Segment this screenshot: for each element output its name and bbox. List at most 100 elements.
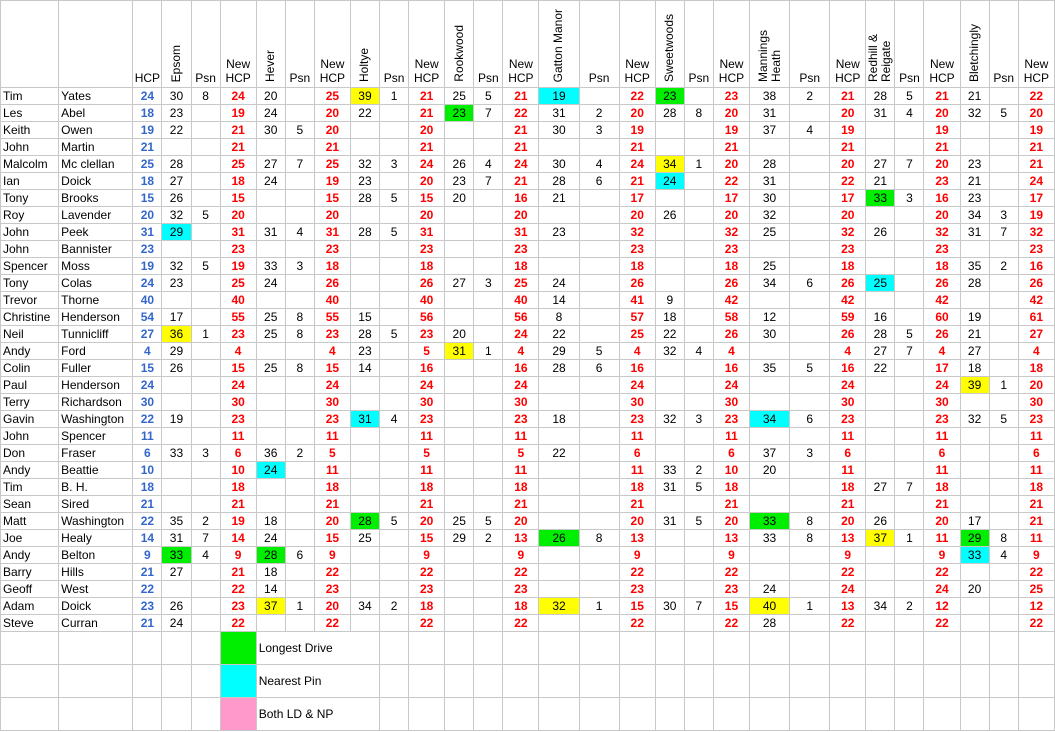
score-cell[interactable]: 32 [349,155,381,173]
position-cell[interactable] [988,87,1019,105]
empty-cell[interactable] [829,631,867,665]
new-hcp-cell[interactable]: 21 [618,495,656,513]
score-cell[interactable] [444,461,475,479]
position-cell[interactable]: 5 [683,512,714,530]
new-hcp-cell[interactable]: 18 [502,257,540,275]
new-hcp-cell[interactable]: 22 [313,614,351,632]
score-cell[interactable] [654,257,685,275]
score-cell[interactable] [161,240,192,258]
new-hcp-cell[interactable]: 17 [1017,189,1055,207]
score-cell[interactable]: 28 [654,104,685,122]
position-cell[interactable] [473,223,504,241]
score-cell[interactable] [444,121,475,139]
score-cell[interactable] [865,393,896,411]
header-psn[interactable]: Psn [894,0,925,88]
score-cell[interactable]: 28 [748,614,791,632]
position-cell[interactable] [894,461,925,479]
score-cell[interactable]: 29 [161,342,192,360]
new-hcp-cell[interactable]: 22 [618,87,656,105]
score-cell[interactable] [444,257,475,275]
first-name-cell[interactable]: Terry [0,393,60,411]
hcp-cell[interactable]: 18 [132,172,163,190]
empty-cell[interactable] [502,631,540,665]
position-cell[interactable]: 5 [190,257,221,275]
new-hcp-cell[interactable]: 20 [712,155,751,173]
score-cell[interactable] [654,274,685,292]
position-cell[interactable] [284,376,315,394]
position-cell[interactable] [578,478,620,496]
position-cell[interactable] [894,308,925,326]
last-name-cell[interactable]: Ford [58,342,134,360]
new-hcp-cell[interactable]: 13 [502,529,540,547]
score-cell[interactable]: 27 [255,155,286,173]
position-cell[interactable] [578,512,620,530]
first-name-cell[interactable]: Joe [0,529,60,547]
score-cell[interactable]: 23 [959,189,990,207]
new-hcp-cell[interactable]: 18 [923,257,961,275]
score-cell[interactable]: 19 [538,87,580,105]
empty-cell[interactable] [988,664,1019,698]
header-psn[interactable]: Psn [190,0,221,88]
position-cell[interactable] [190,376,221,394]
score-cell[interactable]: 28 [865,325,896,343]
new-hcp-cell[interactable]: 18 [502,478,540,496]
first-name-cell[interactable]: John [0,138,60,156]
first-name-cell[interactable]: Les [0,104,60,122]
position-cell[interactable] [284,189,315,207]
new-hcp-cell[interactable]: 11 [313,461,351,479]
position-cell[interactable] [683,529,714,547]
new-hcp-cell[interactable]: 15 [313,529,351,547]
hcp-cell[interactable]: 23 [132,240,163,258]
score-cell[interactable] [748,240,791,258]
last-name-cell[interactable]: Yates [58,87,134,105]
position-cell[interactable] [379,104,410,122]
new-hcp-cell[interactable]: 21 [219,495,257,513]
new-hcp-cell[interactable]: 22 [923,563,961,581]
new-hcp-cell[interactable]: 5 [313,444,351,462]
score-cell[interactable]: 24 [654,172,685,190]
position-cell[interactable] [379,359,410,377]
score-cell[interactable]: 31 [349,410,381,428]
last-name-cell[interactable]: Abel [58,104,134,122]
score-cell[interactable] [865,546,896,564]
new-hcp-cell[interactable]: 25 [219,155,257,173]
position-cell[interactable] [473,495,504,513]
position-cell[interactable]: 6 [578,172,620,190]
score-cell[interactable]: 33 [748,529,791,547]
new-hcp-cell[interactable]: 23 [313,240,351,258]
last-name-cell[interactable]: Washington [58,512,134,530]
position-cell[interactable] [789,155,831,173]
score-cell[interactable] [748,342,791,360]
new-hcp-cell[interactable]: 12 [923,597,961,615]
score-cell[interactable]: 30 [538,155,580,173]
position-cell[interactable]: 2 [379,597,410,615]
new-hcp-cell[interactable]: 23 [1017,410,1055,428]
new-hcp-cell[interactable]: 18 [408,597,446,615]
new-hcp-cell[interactable]: 20 [1017,376,1055,394]
new-hcp-cell[interactable]: 22 [923,614,961,632]
new-hcp-cell[interactable]: 24 [313,376,351,394]
position-cell[interactable] [683,546,714,564]
new-hcp-cell[interactable]: 21 [313,138,351,156]
score-cell[interactable]: 25 [748,223,791,241]
score-cell[interactable]: 35 [748,359,791,377]
new-hcp-cell[interactable]: 23 [313,410,351,428]
empty-cell[interactable] [0,697,60,731]
empty-cell[interactable] [473,631,504,665]
new-hcp-cell[interactable]: 23 [923,410,961,428]
score-cell[interactable]: 24 [538,274,580,292]
last-name-cell[interactable]: Henderson [58,308,134,326]
score-cell[interactable]: 23 [444,172,475,190]
score-cell[interactable]: 20 [748,461,791,479]
new-hcp-cell[interactable]: 30 [618,393,656,411]
position-cell[interactable] [578,189,620,207]
hcp-cell[interactable]: 11 [132,427,163,445]
score-cell[interactable] [349,240,381,258]
position-cell[interactable] [894,444,925,462]
new-hcp-cell[interactable]: 25 [313,155,351,173]
new-hcp-cell[interactable]: 23 [712,240,751,258]
score-cell[interactable] [255,393,286,411]
new-hcp-cell[interactable]: 20 [618,206,656,224]
position-cell[interactable] [578,325,620,343]
position-cell[interactable]: 7 [894,155,925,173]
